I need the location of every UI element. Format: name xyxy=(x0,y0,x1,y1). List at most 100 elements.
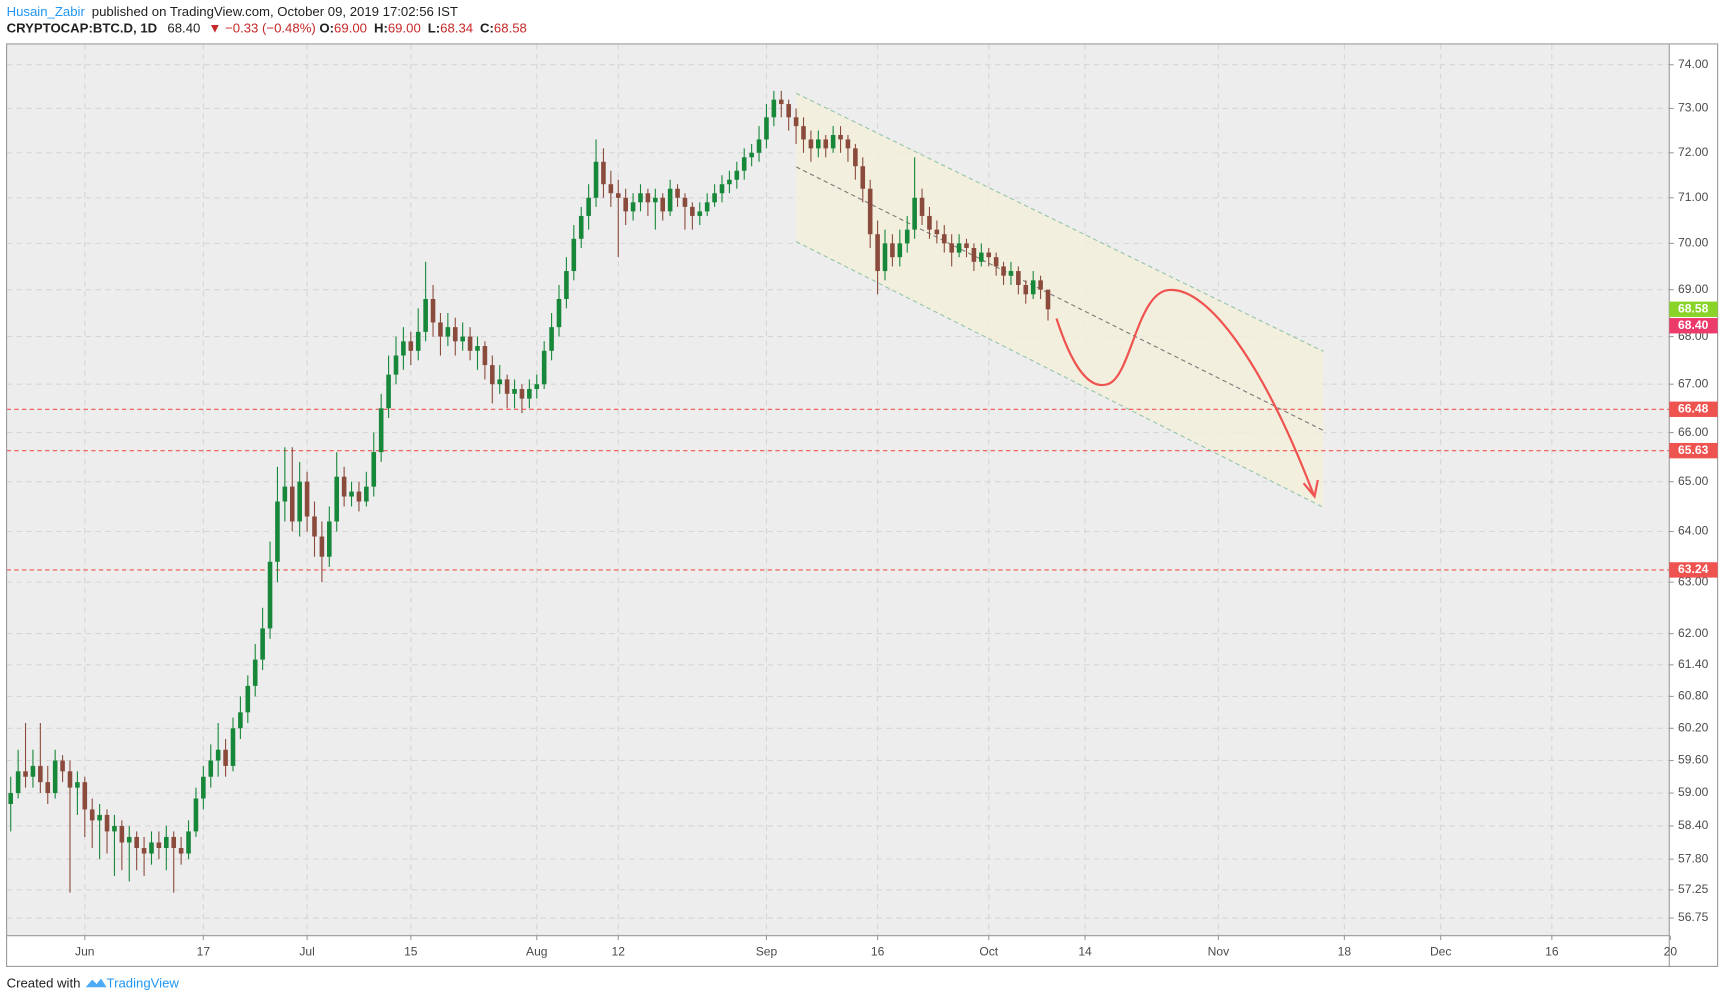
candle-body xyxy=(601,161,606,185)
channel-bottom xyxy=(795,241,1324,508)
candle-body xyxy=(112,825,117,832)
candle-body xyxy=(430,298,436,323)
candle-body xyxy=(860,166,866,189)
frame xyxy=(6,43,1719,967)
candle-body xyxy=(1008,271,1014,276)
candle-body xyxy=(838,134,843,140)
candle-body xyxy=(897,243,903,258)
candle-body xyxy=(1001,266,1006,276)
candle-body xyxy=(615,193,621,198)
last-price: 68.40 xyxy=(167,21,200,36)
y-tick-label: 69.00 xyxy=(1678,282,1709,296)
candle-body xyxy=(364,486,369,502)
candle-body xyxy=(771,99,777,118)
candle-body xyxy=(764,117,769,140)
candle-body xyxy=(986,252,992,258)
candle-body xyxy=(238,712,243,729)
y-tick-label: 58.40 xyxy=(1678,818,1709,832)
y-tick-label: 60.80 xyxy=(1678,689,1709,703)
candle-body xyxy=(682,197,688,207)
price-axis-background xyxy=(1669,43,1718,967)
candle-body xyxy=(341,476,347,497)
candle-body xyxy=(289,486,295,522)
ohlc-key: O: xyxy=(319,21,334,36)
candle-body xyxy=(475,346,480,351)
candle-body xyxy=(934,229,940,235)
candle-body xyxy=(704,202,710,212)
candle-body xyxy=(482,346,488,366)
candle-body xyxy=(697,211,703,216)
candle-body xyxy=(67,771,73,788)
candle-body xyxy=(571,238,577,272)
x-tick-label: Jun xyxy=(75,944,94,958)
candle-body xyxy=(556,298,562,328)
y-tick-label: 59.60 xyxy=(1678,753,1709,767)
candle-body xyxy=(15,771,21,794)
candle-body xyxy=(497,379,503,385)
candle-body xyxy=(104,814,110,832)
y-tick-label: 66.00 xyxy=(1678,425,1709,439)
candle-body xyxy=(630,202,636,212)
x-tick-label: 17 xyxy=(197,944,211,958)
candle-body xyxy=(38,765,43,783)
price-line-tag xyxy=(1669,401,1718,417)
candle-body xyxy=(156,842,162,849)
candle-body xyxy=(741,157,747,171)
candle-body xyxy=(971,247,977,262)
candle-body xyxy=(979,252,984,262)
candle-body xyxy=(82,782,88,810)
author[interactable]: Husain_Zabir xyxy=(7,5,86,20)
candle-body xyxy=(89,809,95,821)
x-tick-label: 20 xyxy=(1664,944,1678,958)
candle-body xyxy=(445,327,451,337)
candle-body xyxy=(956,243,962,253)
candle-body xyxy=(638,193,643,203)
x-tick-label: 18 xyxy=(1338,944,1352,958)
candle-body xyxy=(193,798,199,832)
candle-body xyxy=(793,117,799,127)
candle-body xyxy=(690,206,695,216)
candle-body xyxy=(578,215,584,239)
y-tick-label: 67.00 xyxy=(1678,376,1709,390)
candle-body xyxy=(467,336,473,351)
candle-body xyxy=(319,536,325,557)
change: ▼ −0.33 (−0.48%) xyxy=(208,21,315,36)
candle-body xyxy=(816,139,821,149)
candle-body xyxy=(941,234,947,244)
candle-body xyxy=(267,561,273,629)
candle-body xyxy=(519,389,525,399)
candle-body xyxy=(801,126,806,140)
candle-body xyxy=(460,336,465,342)
footer-brand[interactable]: TradingView xyxy=(107,975,180,990)
candle-body xyxy=(549,327,554,351)
candle-body xyxy=(378,408,384,453)
candle-body xyxy=(178,848,184,854)
candle-body xyxy=(912,197,917,230)
x-tick-label: Nov xyxy=(1208,944,1229,958)
candle-body xyxy=(904,229,910,244)
x-tick-label: 16 xyxy=(1545,944,1559,958)
candle-body xyxy=(830,134,836,149)
candle-body xyxy=(786,104,791,118)
candle-body xyxy=(275,501,280,562)
candles xyxy=(8,90,1051,893)
candle-body xyxy=(756,139,762,153)
price-tag xyxy=(1669,301,1718,317)
x-tick-label: 14 xyxy=(1078,944,1092,958)
candle-body xyxy=(749,152,754,158)
candle-body xyxy=(60,760,65,772)
ohlc-value: 69.00 xyxy=(334,21,367,36)
x-tick-label: Sep xyxy=(756,944,778,958)
y-tick-label: 64.00 xyxy=(1678,524,1709,538)
candle-body xyxy=(386,374,391,409)
candle-body xyxy=(808,139,814,149)
y-tick-label: 59.00 xyxy=(1678,785,1709,799)
candle-body xyxy=(1038,280,1043,290)
candle-body xyxy=(252,659,258,686)
y-tick-label: 56.75 xyxy=(1678,910,1709,924)
price-line-label: 63.24 xyxy=(1678,562,1709,576)
candle-body xyxy=(734,170,740,180)
header-line: Husain_Zabir published on TradingView.co… xyxy=(7,5,458,20)
candle-body xyxy=(201,776,206,799)
candle-body xyxy=(512,389,517,394)
